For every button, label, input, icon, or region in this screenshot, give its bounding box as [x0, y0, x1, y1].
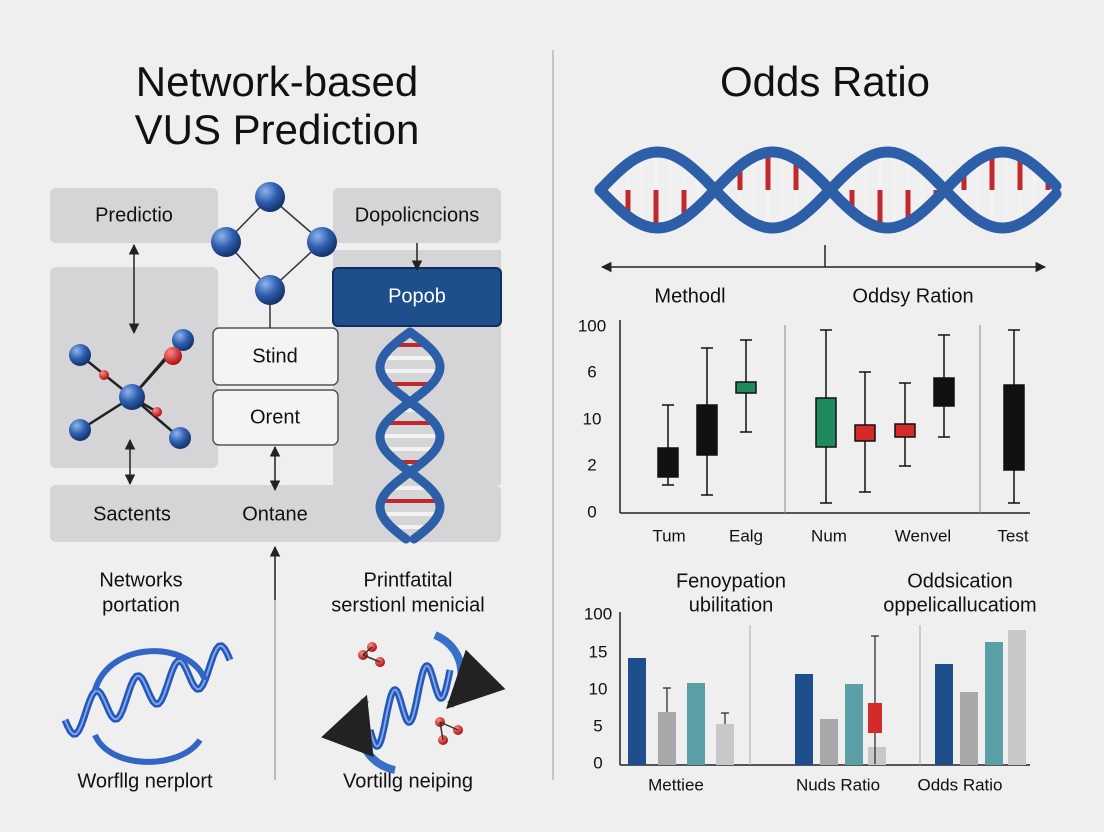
dna-strand: [375, 327, 445, 544]
tick-label: 0: [593, 753, 602, 772]
node-sphere: [255, 182, 285, 212]
bar: [1008, 630, 1026, 765]
tick-label: 10: [583, 409, 602, 428]
white-box: [212, 389, 339, 446]
bar: [985, 642, 1003, 765]
bond: [439, 721, 444, 741]
protein-ribbon-edge: [369, 664, 451, 748]
tick-label: 5: [593, 716, 602, 735]
tick-label: 2: [587, 455, 596, 474]
bond: [362, 646, 373, 656]
category-label: Tum: [652, 526, 685, 545]
gray-panel: [50, 267, 218, 468]
section-header: Methodl: [654, 285, 725, 307]
box: [657, 447, 679, 478]
bar: [960, 692, 978, 765]
node-sphere: [69, 419, 91, 441]
left-title: VUS Prediction: [135, 106, 420, 153]
node-sphere: [172, 329, 194, 351]
white-box: [212, 327, 339, 386]
box-label: Ontane: [242, 503, 308, 525]
bar: [795, 674, 813, 765]
node-sphere: [255, 275, 285, 305]
category-label: Ealg: [729, 526, 763, 545]
node-sphere: [169, 427, 191, 449]
chart-heading: ubilitation: [689, 594, 774, 616]
box: [735, 381, 757, 394]
right-title: Odds Ratio: [720, 58, 930, 105]
tick-label: 0: [587, 502, 596, 521]
category-label: Mettiee: [648, 775, 704, 794]
dna-strand: [594, 146, 1062, 234]
tick-label: 100: [578, 316, 606, 335]
curved-arrow: [92, 648, 208, 692]
box: [1003, 384, 1025, 471]
bar: [935, 664, 953, 765]
chart-heading: oppelicallucatiom: [883, 594, 1036, 616]
bar: [716, 724, 734, 765]
section-header: Oddsy Ration: [852, 285, 973, 307]
box: [854, 424, 876, 442]
bar: [868, 703, 882, 733]
node-sphere: [211, 227, 241, 257]
panel-heading: Networks: [99, 569, 182, 591]
tick-label: 6: [587, 362, 596, 381]
box-label: Popob: [388, 285, 446, 307]
tick-label: 100: [584, 604, 612, 623]
bar: [820, 719, 838, 765]
node-sphere: [69, 344, 91, 366]
curved-arrow: [92, 733, 203, 765]
box: [933, 377, 955, 407]
box: [894, 423, 916, 438]
bar: [658, 712, 676, 765]
chart-heading: Oddsication: [907, 570, 1013, 592]
category-label: Wenvel: [895, 526, 951, 545]
red-atom: [99, 370, 109, 380]
category-label: Test: [997, 526, 1028, 545]
dna-strand: [375, 327, 445, 544]
panel-caption: Vortillg neiping: [343, 770, 473, 792]
bar: [868, 747, 886, 765]
panel-heading: Printfatital: [364, 569, 453, 591]
box: [696, 404, 718, 456]
chart-heading: Fenoypation: [676, 570, 786, 592]
box-label: Sactents: [93, 503, 171, 525]
bar: [628, 658, 646, 765]
gray-box: [50, 188, 218, 243]
node-sphere: [119, 384, 145, 410]
protein-ribbon-edge: [64, 644, 231, 736]
bar: [687, 683, 705, 765]
panel-heading: serstionl menicial: [331, 594, 484, 616]
red-atom: [164, 347, 182, 365]
category-label: Odds Ratio: [917, 775, 1002, 794]
box-label: Predictio: [95, 204, 173, 226]
bar: [845, 684, 863, 765]
bond: [362, 654, 381, 663]
tick-label: 15: [589, 642, 608, 661]
box-label: Stind: [252, 345, 298, 367]
panel-caption: Worfllg nerplort: [77, 770, 213, 792]
curved-arrow: [433, 631, 506, 709]
curved-arrow: [321, 694, 397, 774]
node-sphere: [307, 227, 337, 257]
panel-heading: portation: [102, 594, 180, 616]
left-title: Network-based: [136, 58, 418, 105]
box-label: Orent: [250, 406, 300, 428]
category-label: Nuds Ratio: [796, 775, 880, 794]
red-atom: [152, 407, 162, 417]
tick-label: 10: [589, 679, 608, 698]
bond: [439, 721, 459, 731]
gray-box: [333, 188, 501, 243]
category-label: Num: [811, 526, 847, 545]
box: [815, 397, 837, 448]
box-label: Dopolicncions: [355, 204, 480, 226]
